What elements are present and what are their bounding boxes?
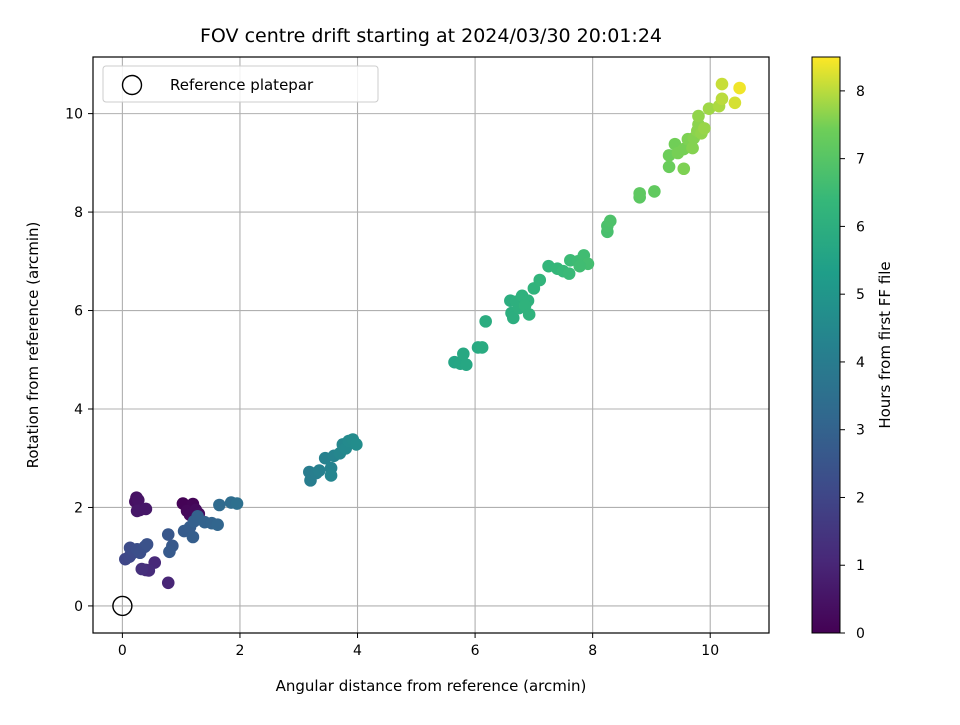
data-point	[573, 259, 587, 273]
x-tick-label: 6	[471, 643, 480, 659]
data-point	[522, 308, 536, 321]
data-point	[140, 538, 154, 551]
x-tick-label: 0	[118, 643, 127, 659]
chart-title: FOV centre drift starting at 2024/03/30 …	[200, 25, 662, 47]
data-point	[324, 469, 338, 482]
colorbar-tick-label: 2	[856, 490, 865, 506]
colorbar-tick-label: 3	[856, 423, 865, 439]
data-points	[119, 77, 746, 590]
data-point	[161, 528, 175, 541]
data-point	[313, 464, 326, 477]
colorbar-ticks: 0 1 2 3 4 5 6 7 8	[840, 84, 865, 642]
legend-marker-icon	[121, 74, 143, 96]
x-tick-label: 2	[235, 643, 244, 659]
data-point	[677, 162, 691, 176]
data-point	[213, 498, 226, 512]
colorbar-label: Hours from first FF file	[876, 261, 894, 428]
colorbar-tick-label: 4	[856, 355, 865, 371]
colorbar-tick-label: 1	[856, 558, 865, 574]
colorbar-tick-label: 6	[856, 219, 865, 235]
y-tick-label: 10	[65, 107, 83, 123]
y-axis-label: Rotation from reference (arcmin)	[24, 222, 42, 469]
grid-lines	[93, 57, 769, 633]
y-tick-label: 0	[74, 599, 83, 615]
data-point	[733, 81, 746, 95]
legend: Reference platepar	[102, 65, 379, 103]
reference-platepar-marker	[112, 595, 133, 617]
y-tick-label: 6	[74, 304, 83, 320]
y-tick-label: 4	[74, 402, 83, 418]
colorbar-tick-label: 8	[856, 84, 865, 100]
data-point	[603, 214, 617, 228]
data-point	[350, 438, 363, 451]
data-point	[475, 341, 489, 354]
x-axis-label: Angular distance from reference (arcmin)	[276, 677, 587, 695]
data-point	[562, 267, 576, 280]
legend-entry-reference-platepar: Reference platepar	[170, 76, 314, 94]
colorbar-tick-label: 0	[856, 626, 865, 642]
data-point	[506, 311, 520, 325]
data-point	[648, 185, 661, 198]
plot-frame	[92, 56, 770, 634]
x-tick-label: 10	[701, 643, 719, 659]
data-point	[698, 122, 711, 135]
y-axis-ticks: 0 2 4 6 8 10	[65, 107, 93, 615]
data-point	[457, 347, 470, 361]
colorbar: 0 1 2 3 4 5 6 7 8 Hours from first FF file	[811, 56, 894, 642]
data-point	[715, 77, 729, 91]
data-point	[139, 502, 153, 516]
data-point	[479, 315, 492, 328]
data-point	[459, 358, 473, 371]
data-point	[163, 545, 176, 559]
data-point	[131, 493, 145, 507]
x-axis-ticks: 0 2 4 6 8 10	[118, 633, 719, 659]
data-point	[211, 518, 224, 531]
x-tick-label: 4	[353, 643, 362, 659]
legend-box	[102, 65, 379, 103]
data-point	[692, 109, 705, 123]
colorbar-tick-label: 7	[856, 152, 865, 168]
x-tick-label: 8	[588, 643, 597, 659]
data-point	[633, 187, 646, 200]
data-point	[230, 497, 244, 510]
data-point	[161, 576, 175, 590]
colorbar-tick-label: 5	[856, 287, 865, 303]
data-point	[728, 96, 742, 110]
plot-area	[92, 56, 770, 634]
data-point	[702, 102, 716, 115]
data-point	[715, 92, 729, 106]
data-point	[533, 273, 547, 287]
data-point	[662, 160, 676, 174]
data-point	[686, 141, 699, 155]
plot-background	[93, 57, 769, 633]
data-point	[186, 530, 200, 544]
y-tick-label: 2	[74, 500, 83, 516]
colorbar-gradient	[811, 56, 841, 634]
y-tick-label: 8	[74, 205, 83, 221]
data-point	[135, 562, 149, 576]
